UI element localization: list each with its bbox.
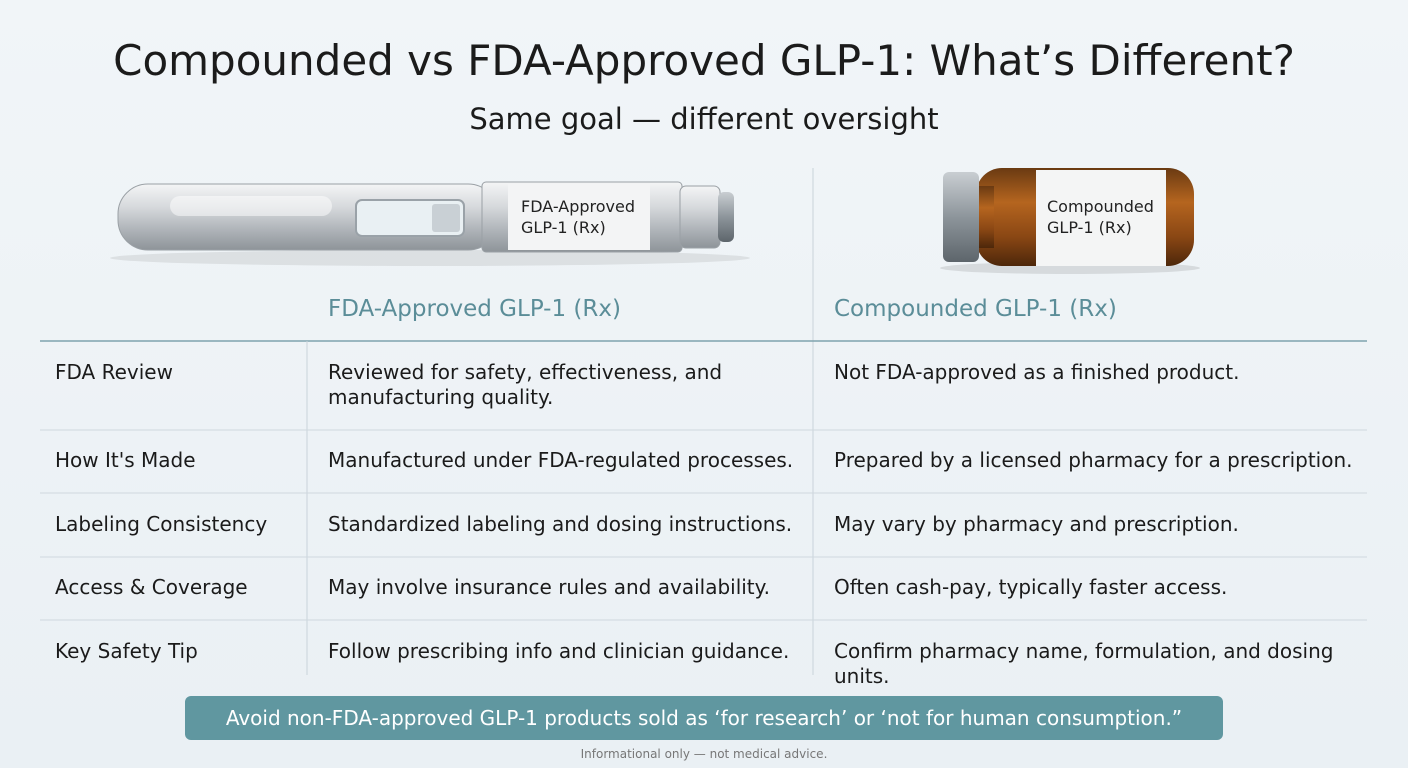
pen-label: FDA-Approved GLP-1 (Rx): [521, 196, 635, 238]
subtitle: Same goal — different oversight: [469, 102, 939, 136]
footer: Informational only — not medical advice.: [580, 747, 828, 761]
row-label: How It's Made: [55, 448, 196, 472]
cell-text: Not FDA-approved as a finished product.: [834, 360, 1240, 384]
row-label: Key Safety Tip: [55, 639, 198, 663]
label-line: GLP-1 (Rx): [521, 218, 606, 237]
row-dividers: [40, 429, 1367, 621]
vial-label: Compounded GLP-1 (Rx): [1047, 196, 1154, 238]
row-label: Labeling Consistency: [55, 512, 268, 536]
cell-text: May vary by pharmacy and prescription.: [834, 512, 1239, 536]
cell-text: Manufactured under FDA-regulated process…: [328, 448, 794, 472]
label-line: FDA-Approved: [521, 197, 635, 216]
cell-text: Confirm pharmacy name, formulation, and …: [834, 639, 1334, 688]
label-line: Compounded: [1047, 197, 1154, 216]
column-header: Compounded GLP-1 (Rx): [834, 296, 1117, 322]
cell-text: Prepared by a licensed pharmacy for a pr…: [834, 448, 1353, 472]
row-label: FDA Review: [55, 360, 173, 384]
cell-text: Follow prescribing info and clinician gu…: [328, 639, 790, 663]
cell-text: Often cash-pay, typically faster access.: [834, 575, 1228, 599]
column-header: FDA-Approved GLP-1 (Rx): [328, 296, 621, 322]
cell-text: May involve insurance rules and availabi…: [328, 575, 770, 599]
cell-text: Reviewed for safety, effectiveness, and …: [328, 360, 723, 409]
row-label: Access & Coverage: [55, 575, 248, 599]
label-line: GLP-1 (Rx): [1047, 218, 1132, 237]
title: Compounded vs FDA-Approved GLP-1: What’s…: [113, 36, 1295, 85]
warning-banner: Avoid non-FDA-approved GLP-1 products so…: [185, 696, 1223, 740]
cell-text: Standardized labeling and dosing instruc…: [328, 512, 793, 536]
